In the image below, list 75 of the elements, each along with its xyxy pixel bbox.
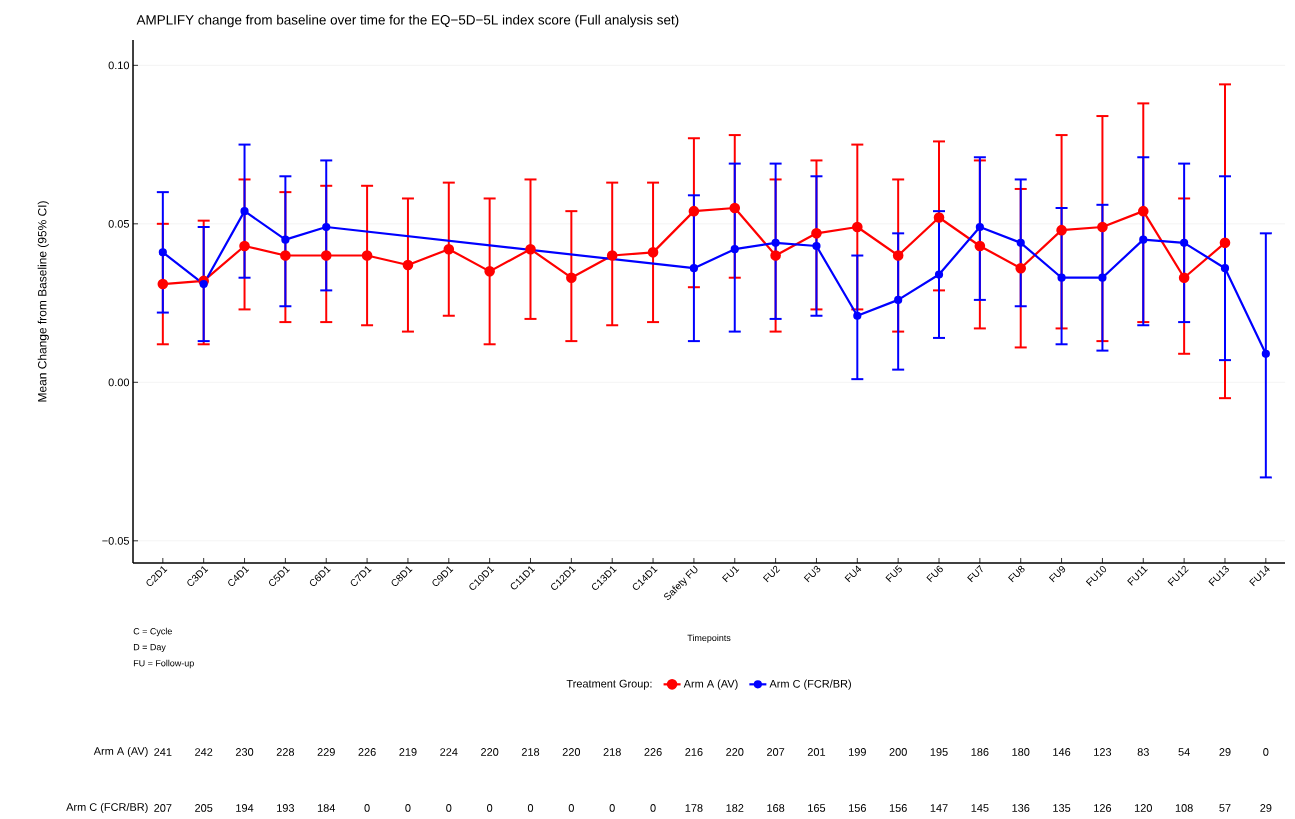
text: 224 <box>440 748 458 756</box>
text: 156 <box>889 804 907 812</box>
text: 193 <box>277 804 295 812</box>
text: 226 <box>358 748 376 756</box>
text: 220 <box>562 748 581 756</box>
text: 57 <box>1219 804 1231 812</box>
text: 216 <box>685 748 703 756</box>
text: 180 <box>1012 748 1030 756</box>
text: 147 <box>930 804 948 812</box>
text: 29 <box>1219 748 1231 756</box>
text: 165 <box>808 804 826 812</box>
text: 0 <box>364 804 370 812</box>
text: 218 <box>603 748 621 756</box>
x-tick-label: FU3 <box>803 565 821 583</box>
text: 182 <box>726 804 744 812</box>
text: 145 <box>971 804 989 812</box>
text: 229 <box>317 748 335 756</box>
text: 186 <box>971 748 989 756</box>
text: 0 <box>446 804 452 812</box>
text: 219 <box>399 748 417 756</box>
text: 0 <box>609 804 615 812</box>
text: 135 <box>1053 804 1071 812</box>
text: 205 <box>195 804 213 812</box>
text: 136 <box>1012 804 1030 812</box>
text: 0 <box>568 804 574 812</box>
text: D = Day <box>133 643 166 652</box>
text: 123 <box>1094 748 1112 756</box>
text: 242 <box>195 748 213 756</box>
text: 168 <box>767 804 785 812</box>
text: 220 <box>481 748 499 756</box>
legend-title: Treatment Group: <box>566 679 652 690</box>
text: 0 <box>527 804 534 812</box>
text: 218 <box>521 748 540 756</box>
text: 207 <box>154 804 172 812</box>
text: 207 <box>767 748 785 756</box>
text: C = Cycle <box>133 627 172 637</box>
legend-label: Arm A (AV) <box>683 679 738 690</box>
text: 241 <box>154 748 172 756</box>
y-axis-title: Mean Change from Baseline (95% CI) <box>37 201 49 402</box>
text: 194 <box>236 804 254 812</box>
text: 230 <box>235 748 254 756</box>
legend-label: Arm C (FCR/BR) <box>769 679 851 690</box>
y-tick-label: −0.05 <box>102 536 130 545</box>
text: 228 <box>276 748 295 756</box>
text: 0 <box>1263 748 1269 756</box>
text: 184 <box>317 804 336 812</box>
text: 0 <box>405 804 411 812</box>
x-tick-label: FU1 <box>722 566 740 583</box>
text: 0 <box>487 804 493 812</box>
text: 201 <box>807 748 826 756</box>
text: 199 <box>849 748 866 756</box>
text: FU = Follow-up <box>133 659 194 669</box>
text: 29 <box>1260 804 1272 812</box>
y-tick-label: 0.05 <box>108 219 130 228</box>
text: 54 <box>1178 748 1190 756</box>
x-tick-label: FU9 <box>1048 566 1066 583</box>
text: 108 <box>1175 804 1193 812</box>
chart-title: AMPLIFY change from baseline over time for the EQ−5D−5L index score (Full analysis set) <box>136 14 679 28</box>
y-tick-label: 0.00 <box>108 378 130 387</box>
text: 195 <box>930 748 948 756</box>
x-tick-label: FU2 <box>762 565 781 583</box>
text: 178 <box>685 804 703 812</box>
text: 220 <box>726 748 744 756</box>
x-axis-title: Timepoints <box>687 634 731 643</box>
text: 200 <box>889 748 907 756</box>
text: Arm C (FCR/BR) <box>66 802 148 814</box>
text: Arm A (AV) <box>93 746 148 758</box>
y-tick-label: 0.10 <box>108 61 130 70</box>
text: 83 <box>1137 748 1149 756</box>
text: 120 <box>1134 804 1152 812</box>
text: 146 <box>1053 748 1071 756</box>
text: 226 <box>644 748 662 756</box>
text: 126 <box>1094 804 1112 812</box>
text: 0 <box>650 804 656 812</box>
text: 156 <box>849 804 866 812</box>
